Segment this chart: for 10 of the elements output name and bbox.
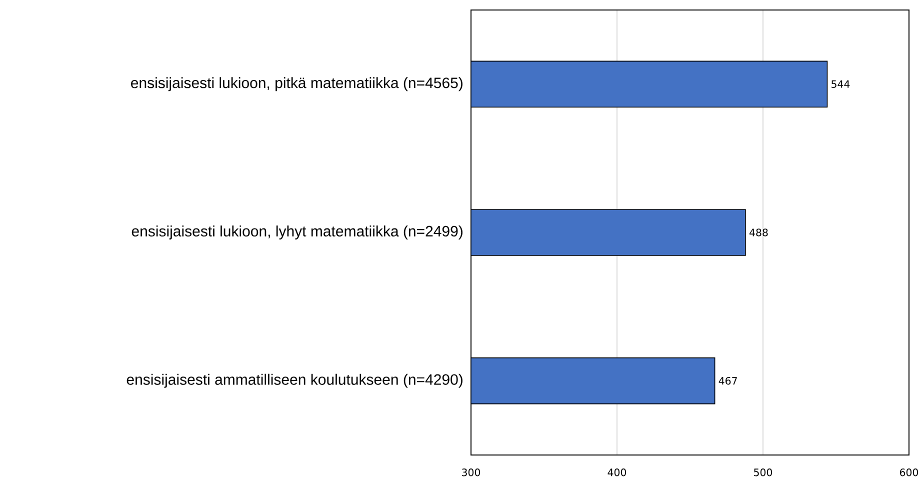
data-label: 467 [718,376,737,385]
y-tick-label: ensisijaisesti ammatilliseen koulutukseen (n=4290) [126,374,462,388]
data-label: 488 [750,228,768,236]
x-tick-label: 300 [462,468,480,476]
x-tick-label: 500 [754,468,772,476]
x-tick-label: 600 [900,468,918,476]
y-tick-label: ensisijaisesti lukioon, lyhyt matematiikka (n=2499) [132,226,462,240]
y-tick-label: ensisijaisesti lukioon, pitkä matematiikka (n=4565) [131,77,462,92]
x-tick-label: 400 [608,468,626,476]
data-label: 544 [832,80,850,88]
